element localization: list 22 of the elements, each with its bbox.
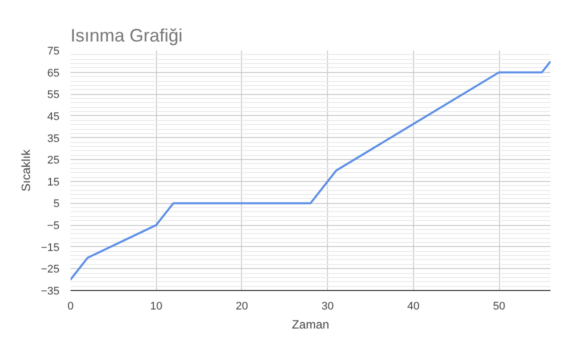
y-axis-title: Sıcaklık: [18, 148, 33, 192]
y-tick-label: 15: [47, 176, 60, 188]
y-tick-label: 45: [47, 110, 60, 123]
x-tick-label: 20: [236, 300, 248, 312]
x-tick-label: 0: [67, 300, 74, 312]
y-tick-label: −15: [40, 242, 60, 254]
y-tick-label: 75: [47, 46, 60, 58]
y-tick-label: 35: [47, 132, 60, 145]
chart-title: Isınma Grafiği: [70, 26, 183, 46]
x-tick-label: 30: [322, 300, 334, 312]
y-tick-label: −5: [46, 220, 60, 232]
x-tick-label: 10: [150, 300, 162, 312]
x-tick-label: 50: [492, 300, 506, 312]
x-tick-label: 40: [407, 300, 420, 312]
y-tick-label: 55: [47, 89, 60, 102]
y-tick-label: −35: [40, 286, 60, 298]
y-tick-label: 5: [53, 198, 60, 210]
line-series: [70, 60, 550, 281]
y-tick-label: 65: [47, 67, 60, 80]
y-tick-label: −25: [40, 264, 60, 276]
x-axis-title: Zaman: [292, 318, 330, 332]
y-tick-label: 25: [47, 154, 60, 167]
